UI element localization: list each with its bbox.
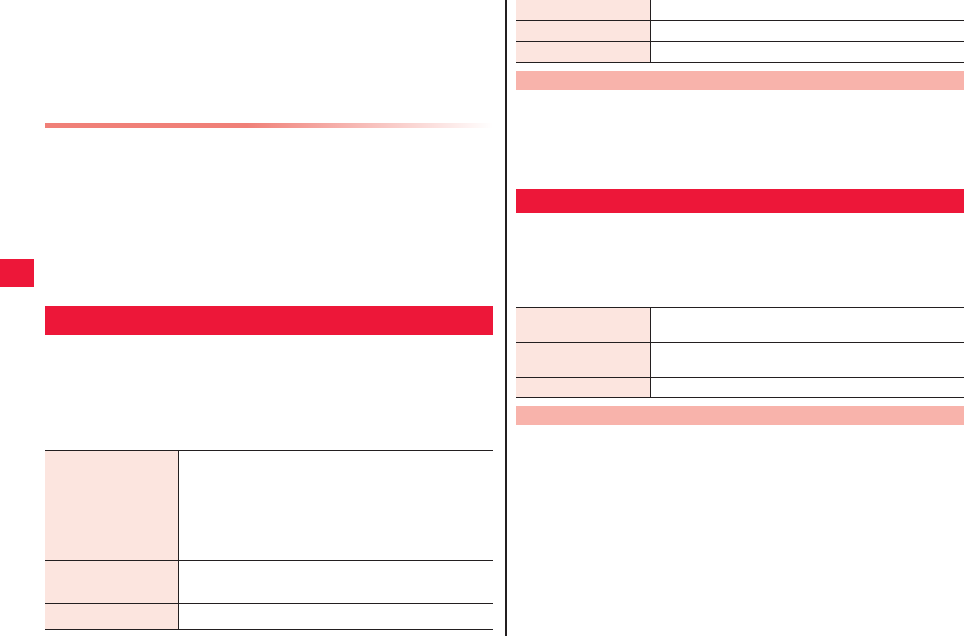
table-value-cell (178, 560, 493, 604)
table-label-cell (516, 0, 651, 21)
table-label-cell (45, 450, 179, 561)
table-label-cell (45, 603, 179, 630)
subsection-heading-bar (516, 406, 964, 425)
right-top-table (516, 0, 964, 63)
table-value-cell (650, 307, 964, 343)
table-value-cell (650, 0, 964, 21)
table-label-cell (516, 41, 651, 63)
table-value-cell (178, 450, 493, 561)
table-value-cell (650, 20, 964, 42)
column-divider (505, 0, 507, 636)
table-row (45, 450, 493, 561)
table-row (45, 560, 493, 604)
table-row (516, 41, 964, 63)
table-label-cell (516, 342, 651, 378)
table-row (45, 603, 493, 630)
table-label-cell (516, 307, 651, 343)
table-value-cell (650, 41, 964, 63)
table-row (516, 342, 964, 378)
table-label-cell (516, 20, 651, 42)
table-row (516, 307, 964, 343)
table-label-cell (516, 377, 651, 398)
table-row (516, 20, 964, 42)
table-value-cell (650, 377, 964, 398)
left-table (45, 450, 493, 630)
section-heading-bar (516, 189, 964, 213)
right-bottom-table (516, 307, 964, 398)
subsection-heading-bar (516, 71, 964, 90)
table-row (516, 377, 964, 398)
table-value-cell (650, 342, 964, 378)
section-heading-bar (45, 306, 493, 335)
title-gradient-rule (45, 123, 493, 128)
table-value-cell (178, 603, 493, 630)
table-row (516, 0, 964, 21)
table-label-cell (45, 560, 179, 604)
chapter-index-tab (0, 259, 34, 287)
